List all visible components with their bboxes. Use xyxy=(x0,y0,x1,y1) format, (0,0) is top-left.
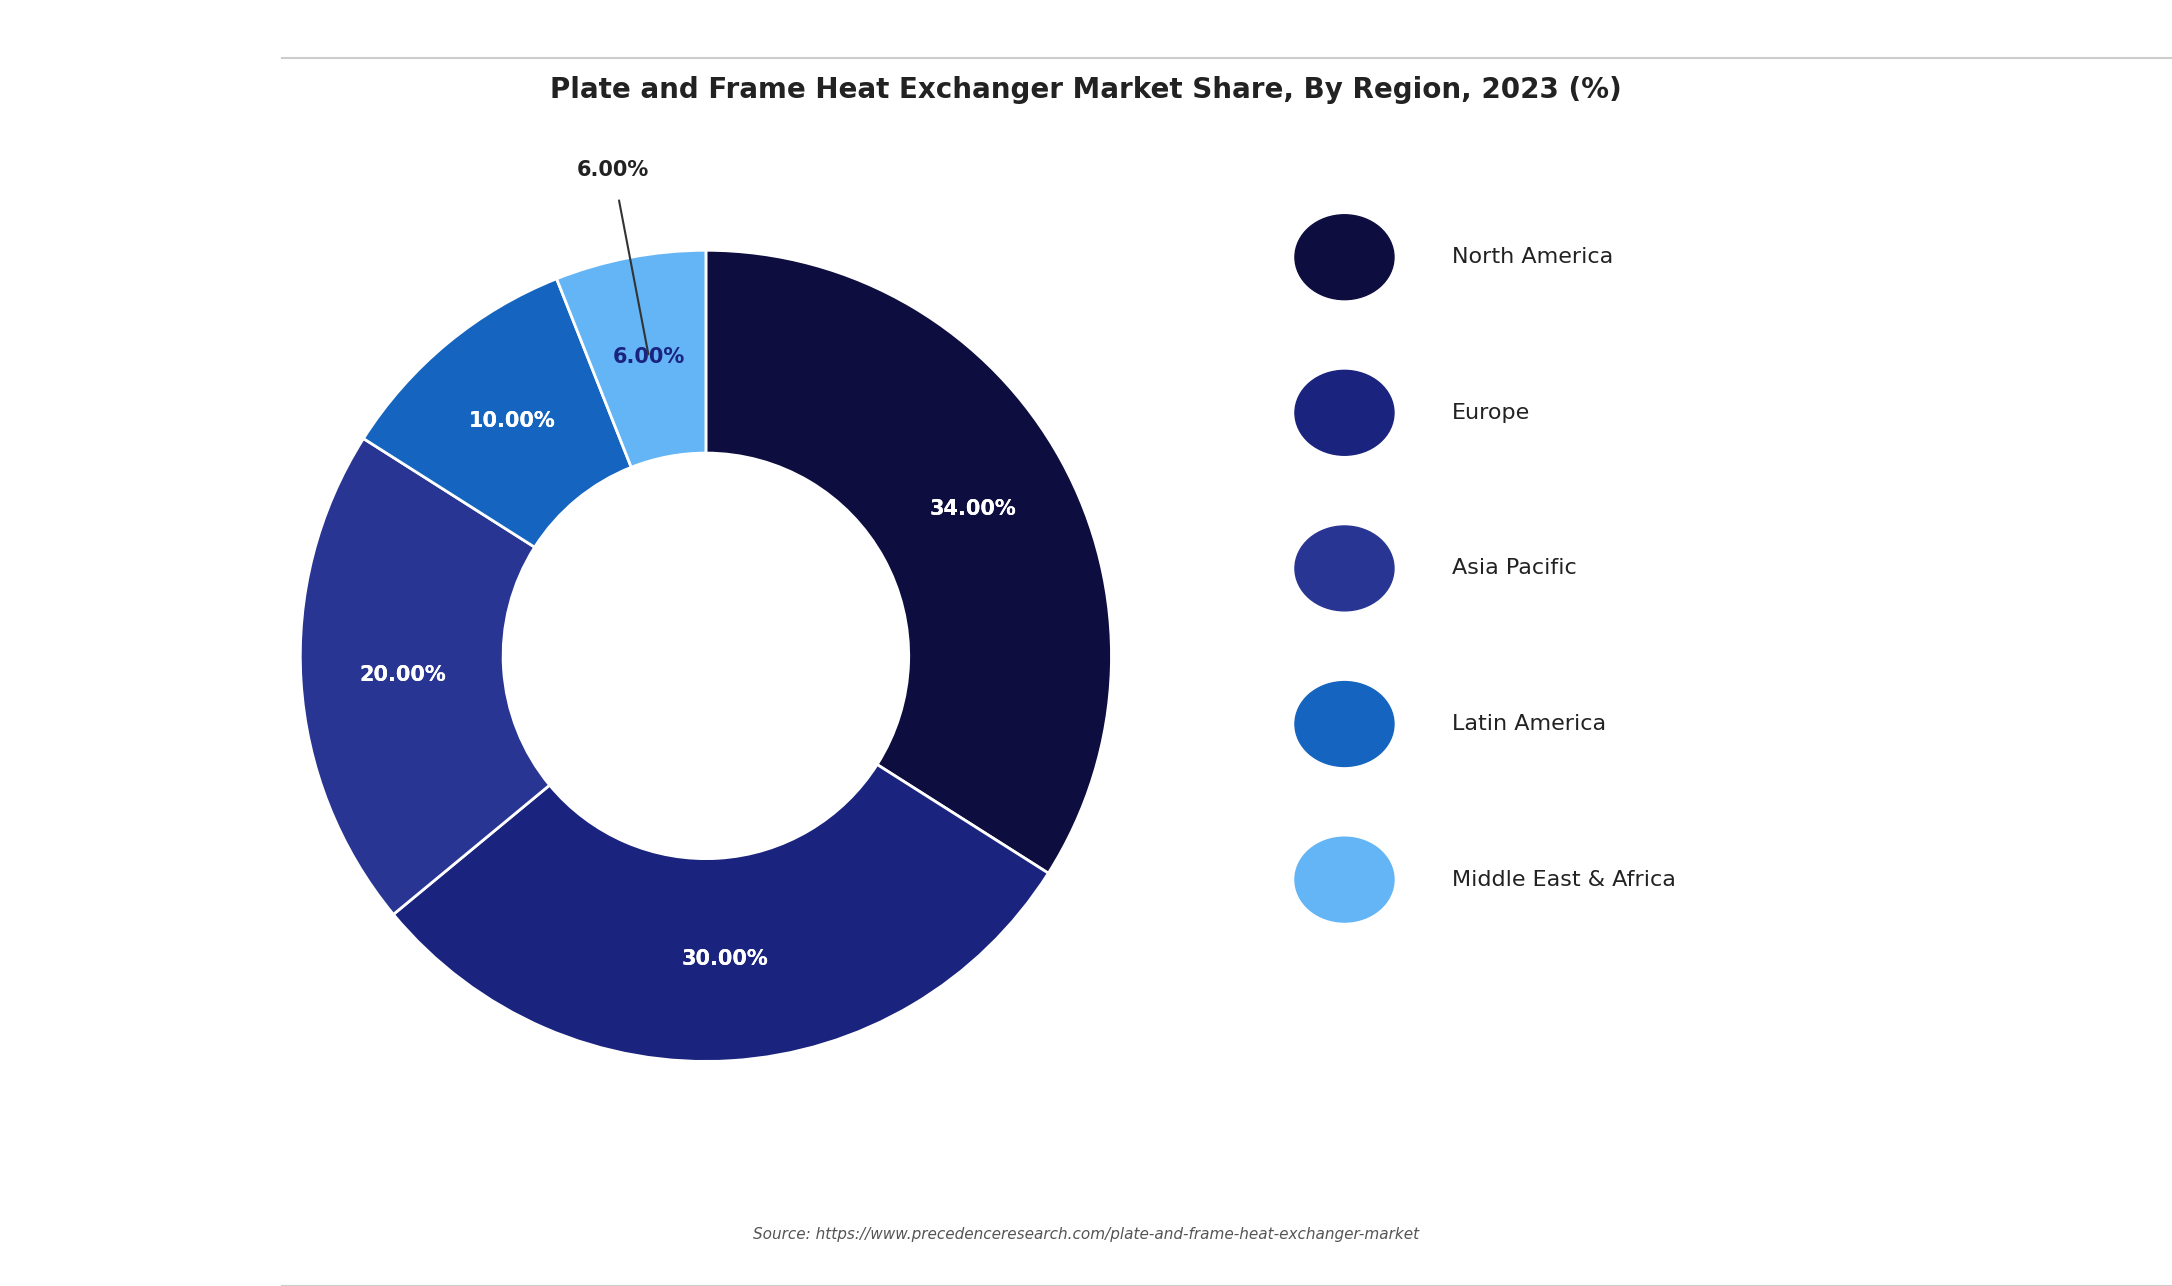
Text: 6.00%: 6.00% xyxy=(578,159,649,180)
Text: North America: North America xyxy=(1451,247,1614,267)
Text: 10.00%: 10.00% xyxy=(469,412,556,432)
Text: 34.00%: 34.00% xyxy=(930,499,1016,520)
Text: 6.00%: 6.00% xyxy=(613,347,684,367)
Wedge shape xyxy=(300,439,550,914)
Text: 20.00%: 20.00% xyxy=(358,665,445,685)
Circle shape xyxy=(1295,682,1394,766)
Wedge shape xyxy=(706,251,1112,873)
Wedge shape xyxy=(393,764,1049,1061)
Text: 30.00%: 30.00% xyxy=(682,949,769,970)
Text: 10.00%: 10.00% xyxy=(469,412,556,432)
Text: 34.00%: 34.00% xyxy=(930,499,1016,520)
Text: Plate and Frame Heat Exchanger Market Share, By Region, 2023 (%): Plate and Frame Heat Exchanger Market Sh… xyxy=(550,76,1622,104)
Circle shape xyxy=(1295,526,1394,611)
Text: Asia Pacific: Asia Pacific xyxy=(1451,558,1577,579)
Wedge shape xyxy=(363,279,632,548)
Text: 30.00%: 30.00% xyxy=(682,949,769,970)
Wedge shape xyxy=(556,251,706,467)
Circle shape xyxy=(1295,370,1394,455)
Text: 20.00%: 20.00% xyxy=(358,665,445,685)
Text: Source: https://www.precedenceresearch.com/plate-and-frame-heat-exchanger-market: Source: https://www.precedenceresearch.c… xyxy=(754,1227,1418,1242)
Text: Latin America: Latin America xyxy=(1451,714,1605,734)
Circle shape xyxy=(1295,837,1394,922)
Text: Middle East & Africa: Middle East & Africa xyxy=(1451,869,1675,890)
Circle shape xyxy=(1295,215,1394,300)
Text: Europe: Europe xyxy=(1451,403,1529,423)
